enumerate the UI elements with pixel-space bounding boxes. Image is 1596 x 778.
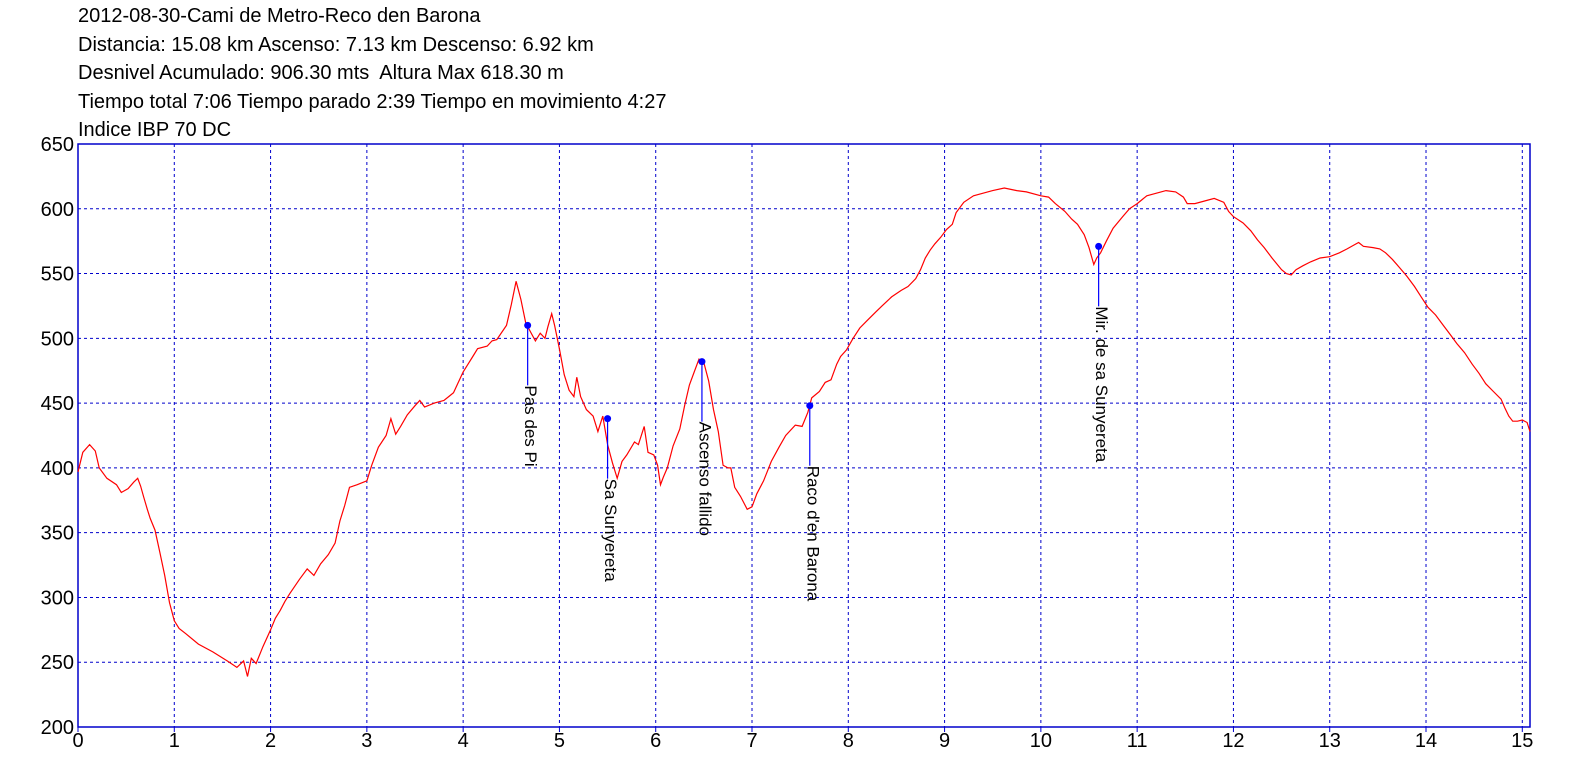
y-tick-label: 350	[41, 523, 74, 545]
waypoint-label: Sa Sunyereta	[601, 479, 620, 583]
x-tick-label: 8	[843, 730, 854, 752]
x-tick-label: 1	[169, 730, 180, 752]
chart-title: 2012-08-30-Cami de Metro-Reco den Barona	[78, 5, 481, 27]
x-tick-label: 15	[1511, 730, 1533, 752]
waypoint-dot	[524, 321, 532, 329]
x-tick-label: 10	[1030, 730, 1052, 752]
waypoint-marker: Sa Sunyereta	[601, 415, 620, 582]
x-tick-label: 0	[72, 730, 83, 752]
x-tick-label: 5	[554, 730, 565, 752]
y-tick-label: 650	[41, 134, 74, 156]
waypoint-label: Mir. de sa Sunyereta	[1092, 306, 1111, 462]
grid-layer	[78, 144, 1530, 727]
waypoint-label: Pas des Pi	[521, 385, 540, 466]
waypoint-dot	[698, 358, 706, 366]
waypoint-marker: Mir. de sa Sunyereta	[1092, 242, 1111, 463]
elevation-stats: Desnivel Acumulado: 906.30 mts Altura Ma…	[78, 62, 564, 84]
y-tick-label: 450	[41, 393, 74, 415]
x-tick-label: 7	[746, 730, 757, 752]
time-stats: Tiempo total 7:06 Tiempo parado 2:39 Tie…	[78, 90, 667, 113]
waypoint-marker: Ascenso fallido	[695, 358, 714, 536]
waypoint-marker: Raco d'en Barona	[803, 402, 822, 602]
elevation-profile-line	[77, 187, 1531, 677]
y-tick-label: 400	[41, 458, 74, 480]
distance-stats: Distancia: 15.08 km Ascenso: 7.13 km Des…	[78, 33, 594, 56]
waypoint-label: Ascenso fallido	[695, 422, 714, 536]
x-tick-label: 3	[361, 730, 372, 752]
y-tick-label: 200	[41, 717, 74, 739]
waypoint-dot	[1095, 242, 1103, 250]
x-tick-label: 6	[650, 730, 661, 752]
x-tick-label: 12	[1222, 730, 1244, 752]
waypoint-dot	[806, 402, 814, 410]
y-axis-ticks: 200 250 300 350 400 450 500 550 600 650	[41, 134, 74, 739]
chart-header: 2012-08-30-Cami de Metro-Reco den Barona…	[78, 2, 667, 145]
waypoint-dot	[604, 415, 612, 423]
waypoint-marker: Pas des Pi	[521, 321, 540, 467]
ibp-index: Indice IBP 70 DC	[78, 119, 232, 141]
x-tick-label: 14	[1415, 730, 1437, 752]
y-tick-label: 250	[41, 652, 74, 674]
y-tick-label: 300	[41, 587, 74, 609]
y-tick-label: 550	[41, 264, 74, 286]
waypoints: Pas des Pi Sa Sunyereta Ascenso fallido Rac…	[521, 242, 1111, 602]
x-axis-ticks: 0 1 2 3 4 5 6 7 8 9 10 11 12 13 14 15	[72, 727, 1533, 752]
y-tick-label: 500	[41, 328, 74, 350]
waypoint-label: Raco d'en Barona	[803, 466, 822, 602]
x-tick-label: 13	[1319, 730, 1341, 752]
plot-frame	[77, 143, 1531, 728]
x-tick-label: 11	[1127, 730, 1148, 752]
x-tick-label: 2	[265, 730, 276, 752]
x-tick-label: 4	[458, 730, 469, 752]
y-tick-label: 600	[41, 199, 74, 221]
x-tick-label: 9	[939, 730, 950, 752]
